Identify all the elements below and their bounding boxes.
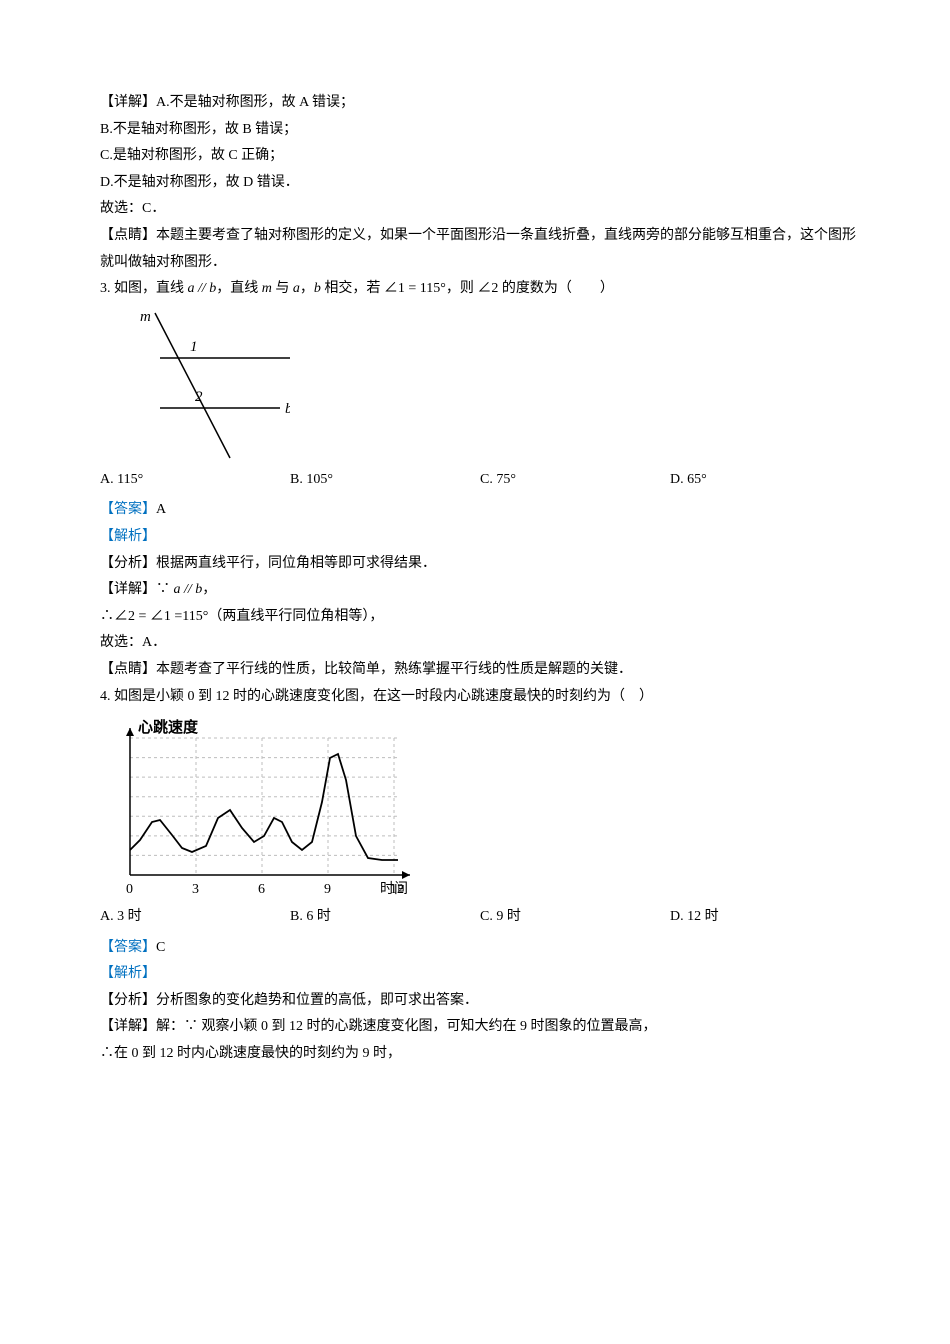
q2-detail-c: C.是轴对称图形，故 C 正确； bbox=[100, 143, 860, 170]
detail-label: 【详解】 bbox=[100, 1019, 156, 1034]
q2-detail-a: 【详解】A.不是轴对称图形，故 A 错误； bbox=[100, 90, 860, 117]
q3-detail2: ∴∠2 = ∠1 =115°（两直线平行同位角相等）， bbox=[100, 604, 860, 631]
svg-text:9: 9 bbox=[324, 882, 331, 897]
svg-text:时间: 时间 bbox=[380, 881, 408, 897]
q2-conclusion: 故选：C． bbox=[100, 196, 860, 223]
detail-label: 【详解】 bbox=[100, 582, 156, 597]
page-content: 【详解】A.不是轴对称图形，故 A 错误； B.不是轴对称图形，故 B 错误； … bbox=[0, 0, 950, 1128]
q3-conclusion: 故选：A． bbox=[100, 630, 860, 657]
answer-label: 【答案】 bbox=[100, 940, 156, 955]
q3-stem: 3. 如图，直线 a // b，直线 m 与 a，b 相交，若 ∠1 = 115… bbox=[100, 276, 860, 303]
q4-analysis-label: 【解析】 bbox=[100, 961, 860, 988]
q4-option-c: C. 9 时 bbox=[480, 904, 670, 931]
fx-label: 【分析】 bbox=[100, 993, 156, 1008]
svg-text:m: m bbox=[140, 309, 151, 325]
answer-label: 【答案】 bbox=[100, 502, 156, 517]
svg-text:心跳速度: 心跳速度 bbox=[138, 718, 199, 736]
q3-tip: 【点睛】本题考查了平行线的性质，比较简单，熟练掌握平行线的性质是解题的关键． bbox=[100, 657, 860, 684]
tip-label: 【点睛】 bbox=[100, 228, 156, 243]
q4-conclusion: ∴在 0 到 12 时内心跳速度最快的时刻约为 9 时， bbox=[100, 1041, 860, 1068]
q4-fx: 【分析】分析图象的变化趋势和位置的高低，即可求出答案． bbox=[100, 988, 860, 1015]
q4-option-d: D. 12 时 bbox=[670, 904, 860, 931]
tip-label: 【点睛】 bbox=[100, 662, 156, 677]
q3-option-d: D. 65° bbox=[670, 467, 860, 494]
q4-answer: 【答案】C bbox=[100, 935, 860, 962]
q4-option-b: B. 6 时 bbox=[290, 904, 480, 931]
q3-diagram: mab12 bbox=[100, 303, 860, 463]
q3-answer: 【答案】A bbox=[100, 497, 860, 524]
q3-option-a: A. 115° bbox=[100, 467, 290, 494]
q2-tip: 【点睛】本题主要考查了轴对称图形的定义，如果一个平面图形沿一条直线折叠，直线两旁… bbox=[100, 223, 860, 276]
q2-detail-b: B.不是轴对称图形，故 B 错误； bbox=[100, 117, 860, 144]
svg-text:0: 0 bbox=[126, 882, 133, 897]
svg-text:3: 3 bbox=[192, 882, 199, 897]
q3-detail1: 【详解】∵ a // b， bbox=[100, 577, 860, 604]
q4-stem: 4. 如图是小颖 0 到 12 时的心跳速度变化图，在这一时段内心跳速度最快的时… bbox=[100, 684, 860, 711]
svg-text:1: 1 bbox=[190, 339, 198, 355]
q3-options: A. 115° B. 105° C. 75° D. 65° bbox=[100, 467, 860, 494]
svg-text:b: b bbox=[285, 401, 290, 417]
q4-detail: 【详解】解：∵ 观察小颖 0 到 12 时的心跳速度变化图，可知大约在 9 时图… bbox=[100, 1014, 860, 1041]
q3-option-c: C. 75° bbox=[480, 467, 670, 494]
q2-detail-d: D.不是轴对称图形，故 D 错误． bbox=[100, 170, 860, 197]
q3-fx: 【分析】根据两直线平行，同位角相等即可求得结果． bbox=[100, 551, 860, 578]
q4-chart: 036912心跳速度时间 bbox=[100, 710, 860, 900]
q3-analysis-label: 【解析】 bbox=[100, 524, 860, 551]
svg-text:6: 6 bbox=[258, 882, 265, 897]
q3-option-b: B. 105° bbox=[290, 467, 480, 494]
q4-option-a: A. 3 时 bbox=[100, 904, 290, 931]
detail-label: 【详解】 bbox=[100, 95, 156, 110]
svg-text:2: 2 bbox=[195, 389, 203, 405]
fx-label: 【分析】 bbox=[100, 556, 156, 571]
q4-options: A. 3 时 B. 6 时 C. 9 时 D. 12 时 bbox=[100, 904, 860, 931]
